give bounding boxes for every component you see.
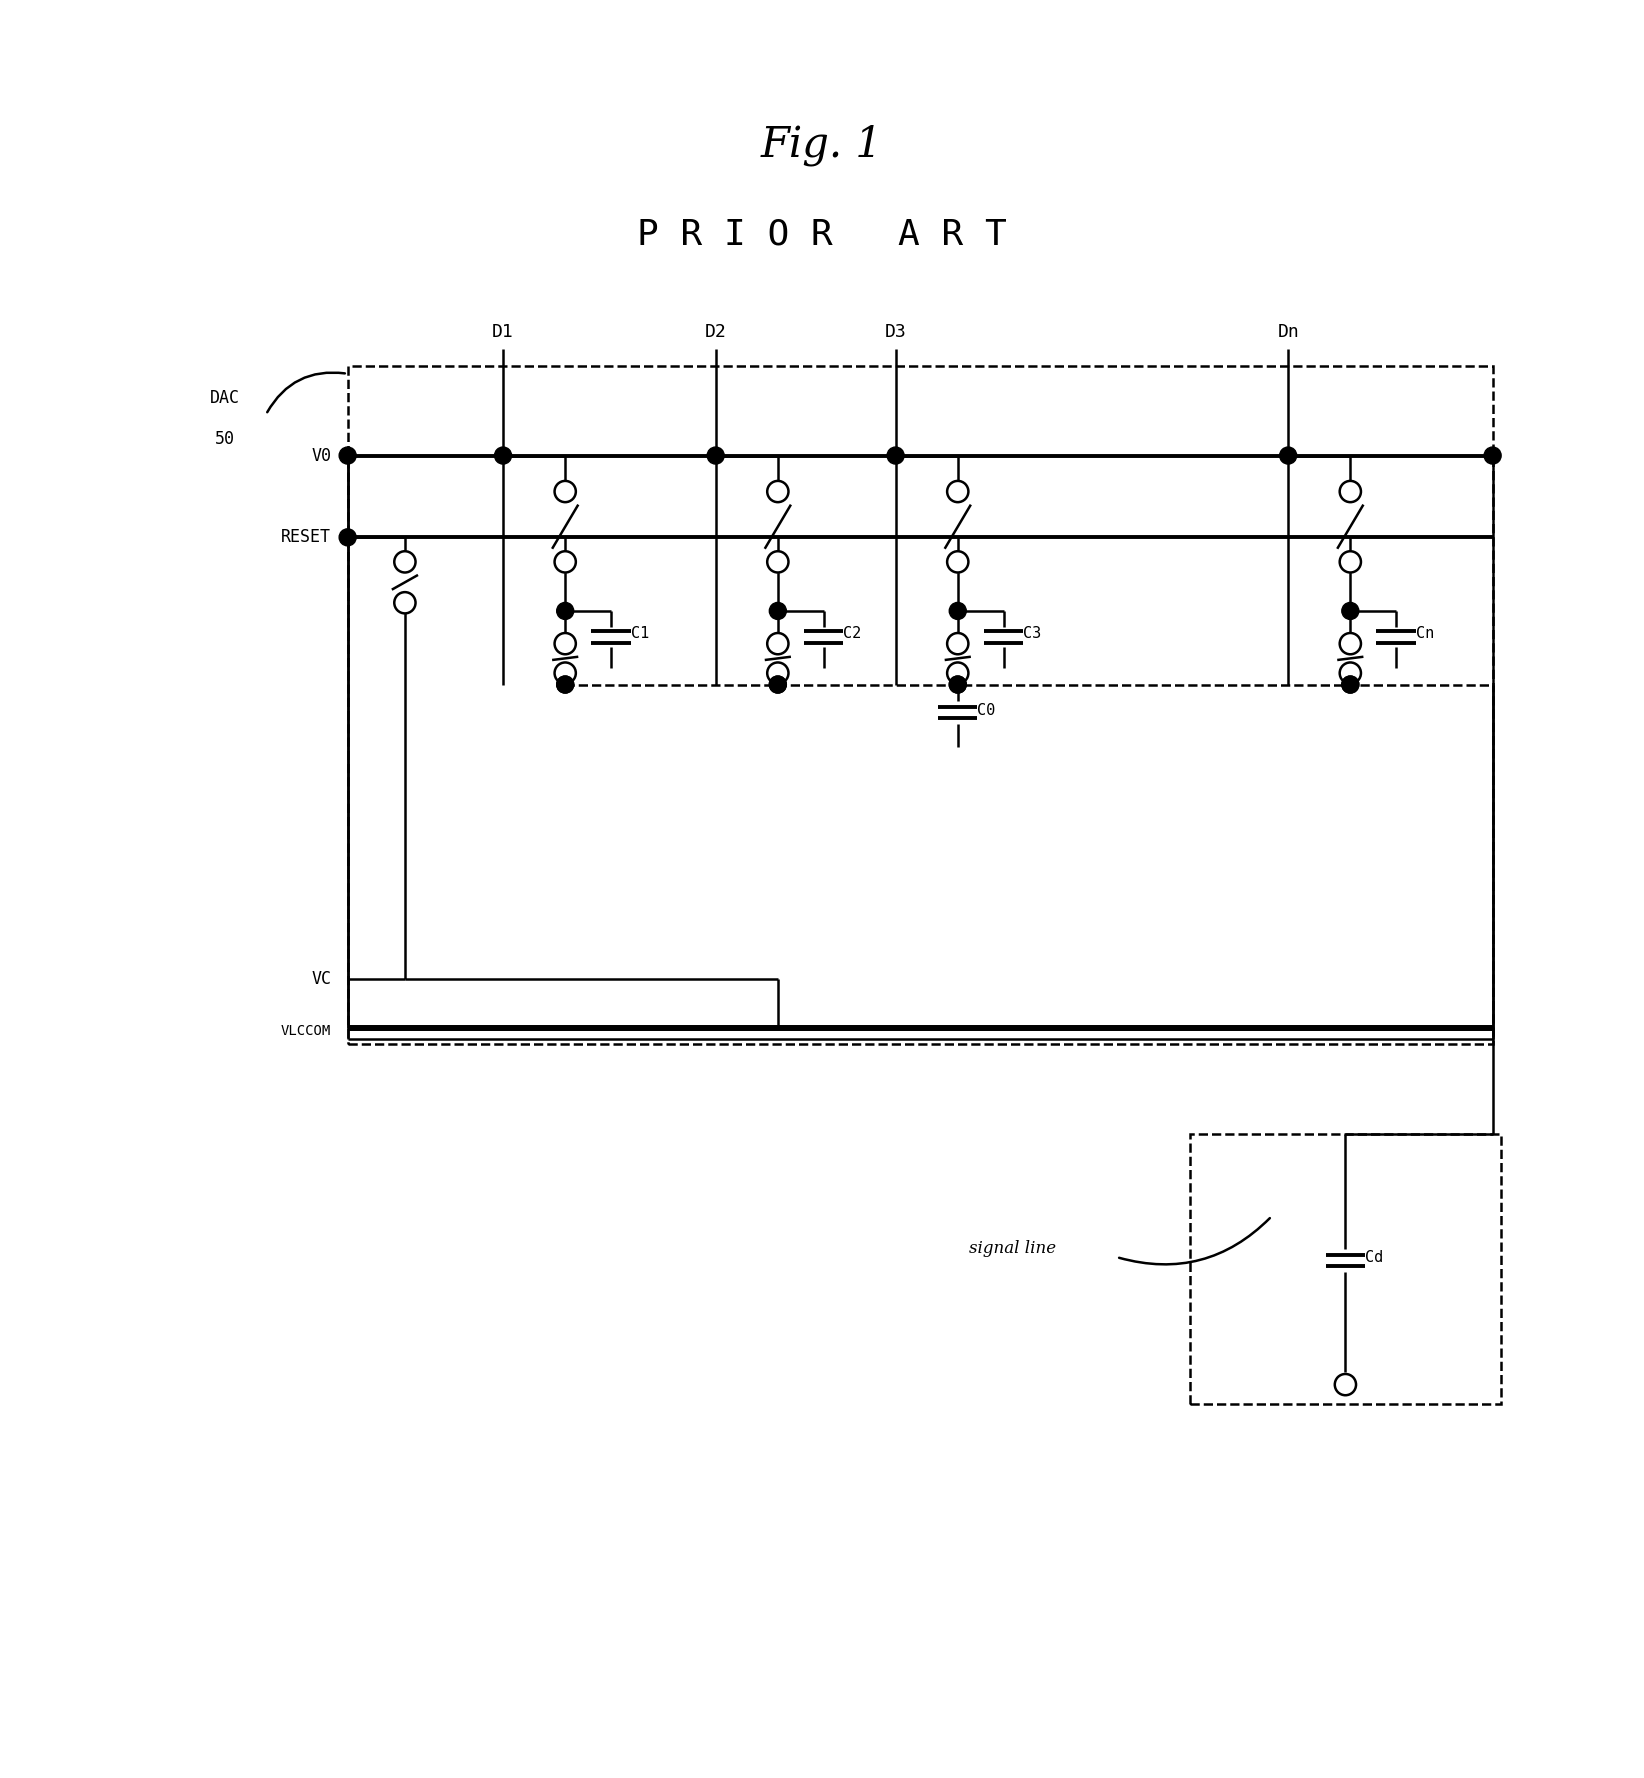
Circle shape [1485,446,1501,464]
Circle shape [949,676,967,693]
Circle shape [554,551,575,573]
Text: 50: 50 [215,430,235,448]
Circle shape [1279,446,1297,464]
Circle shape [554,633,575,654]
Circle shape [557,603,574,619]
Text: D1: D1 [492,324,515,341]
Text: RESET: RESET [281,528,332,546]
Circle shape [395,551,416,573]
Circle shape [949,676,967,693]
Text: C3: C3 [1023,626,1041,642]
Circle shape [1340,633,1361,654]
Circle shape [768,663,789,685]
Text: D3: D3 [884,324,906,341]
Circle shape [557,676,574,693]
Circle shape [947,663,968,685]
Circle shape [888,446,904,464]
Circle shape [947,633,968,654]
Text: D2: D2 [705,324,727,341]
Circle shape [768,551,789,573]
Circle shape [554,480,575,501]
Text: P R I O R   A R T: P R I O R A R T [638,217,1006,252]
Circle shape [768,633,789,654]
Circle shape [495,446,511,464]
Text: signal line: signal line [970,1241,1057,1257]
Text: VC: VC [311,971,332,989]
Circle shape [1340,663,1361,685]
Text: C0: C0 [978,704,996,718]
Text: Cn: Cn [1415,626,1434,642]
Circle shape [1342,603,1360,619]
Circle shape [1335,1374,1356,1396]
Circle shape [1340,480,1361,501]
Circle shape [768,480,789,501]
Circle shape [949,603,967,619]
Text: Cd: Cd [1365,1250,1383,1264]
Circle shape [554,663,575,685]
Bar [347,366,1493,1044]
Text: V0: V0 [311,446,332,464]
Circle shape [947,480,968,501]
Text: Fig. 1: Fig. 1 [761,124,883,165]
Bar [1190,1134,1501,1405]
Circle shape [339,528,357,546]
Circle shape [769,676,786,693]
Text: C1: C1 [631,626,649,642]
Circle shape [769,603,786,619]
Circle shape [1342,676,1360,693]
Text: C2: C2 [843,626,861,642]
Text: DAC: DAC [210,389,240,407]
Circle shape [707,446,725,464]
Circle shape [947,551,968,573]
Circle shape [557,676,574,693]
Circle shape [395,592,416,613]
Circle shape [1340,551,1361,573]
Circle shape [339,446,357,464]
Text: Dn: Dn [1277,324,1299,341]
Circle shape [1342,676,1360,693]
Circle shape [769,676,786,693]
Text: VLCCOM: VLCCOM [281,1024,332,1038]
